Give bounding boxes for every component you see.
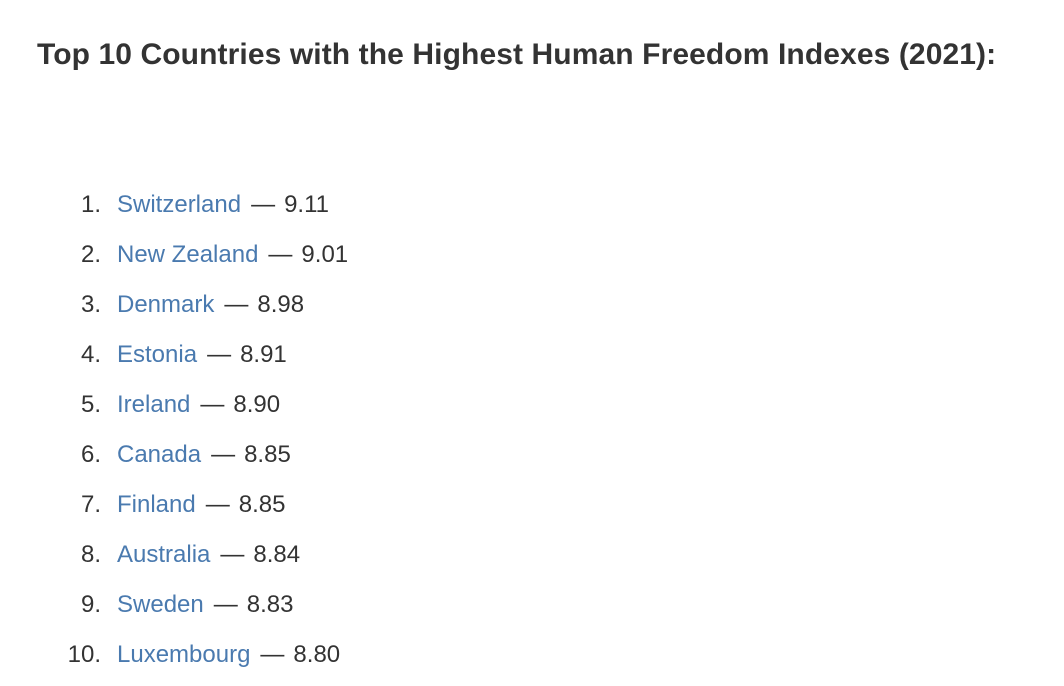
freedom-score: 8.80 xyxy=(293,641,341,668)
freedom-score: 8.85 xyxy=(238,491,286,518)
em-dash-separator: — xyxy=(205,491,230,518)
em-dash-separator: — xyxy=(224,291,249,318)
country-link-new-zealand[interactable]: New Zealand xyxy=(117,241,259,268)
em-dash-separator: — xyxy=(200,391,225,418)
em-dash-separator: — xyxy=(207,341,232,368)
rank-number: 10. xyxy=(67,641,101,668)
em-dash-separator: — xyxy=(251,191,276,218)
list-item: 4. Estonia — 8.91 xyxy=(37,330,348,380)
country-link-denmark[interactable]: Denmark xyxy=(117,291,215,318)
em-dash-separator: — xyxy=(211,441,236,468)
em-dash-separator: — xyxy=(213,591,238,618)
rank-number: 9. xyxy=(80,591,101,618)
country-link-australia[interactable]: Australia xyxy=(117,541,211,568)
rank-number: 5. xyxy=(80,391,101,418)
list-item: 6. Canada — 8.85 xyxy=(37,430,348,480)
rank-number: 4. xyxy=(80,341,101,368)
rank-number: 8. xyxy=(80,541,101,568)
rank-number: 1. xyxy=(80,191,101,218)
freedom-score: 8.85 xyxy=(244,441,291,468)
country-link-luxembourg[interactable]: Luxembourg xyxy=(117,641,251,668)
country-link-estonia[interactable]: Estonia xyxy=(117,341,198,368)
em-dash-separator: — xyxy=(260,641,285,668)
freedom-score: 8.91 xyxy=(240,341,287,368)
freedom-score: 8.90 xyxy=(233,391,281,418)
list-item: 7. Finland — 8.85 xyxy=(37,480,348,530)
list-item: 9. Sweden — 8.83 xyxy=(37,580,348,630)
country-link-switzerland[interactable]: Switzerland xyxy=(117,191,242,218)
rank-number: 2. xyxy=(80,241,101,268)
article: Top 10 Countries with the Highest Human … xyxy=(37,30,1037,668)
freedom-score: 9.11 xyxy=(284,191,329,218)
em-dash-separator: — xyxy=(220,541,245,568)
page-title: Top 10 Countries with the Highest Human … xyxy=(37,38,997,71)
list-item: 1. Switzerland — 9.11 xyxy=(37,180,348,230)
freedom-score: 8.83 xyxy=(246,591,294,618)
list-item: 5. Ireland — 8.90 xyxy=(37,380,348,430)
rank-number: 3. xyxy=(80,291,101,318)
country-link-sweden[interactable]: Sweden xyxy=(117,591,204,618)
ranking-list: 1. Switzerland — 9.11 2. New Zealand — 9… xyxy=(37,180,349,680)
list-item: 8. Australia — 8.84 xyxy=(37,530,348,580)
list-item: 3. Denmark — 8.98 xyxy=(37,280,348,330)
freedom-score: 8.84 xyxy=(253,541,301,568)
em-dash-separator: — xyxy=(268,241,293,268)
rank-number: 7. xyxy=(80,491,101,518)
country-link-canada[interactable]: Canada xyxy=(117,441,202,468)
freedom-score: 8.98 xyxy=(257,291,305,318)
list-item: 2. New Zealand — 9.01 xyxy=(37,230,348,280)
country-link-finland[interactable]: Finland xyxy=(117,491,196,518)
list-item: 10. Luxembourg — 8.80 xyxy=(37,630,348,680)
freedom-score: 9.01 xyxy=(301,241,349,268)
rank-number: 6. xyxy=(80,441,101,468)
country-link-ireland[interactable]: Ireland xyxy=(117,391,191,418)
